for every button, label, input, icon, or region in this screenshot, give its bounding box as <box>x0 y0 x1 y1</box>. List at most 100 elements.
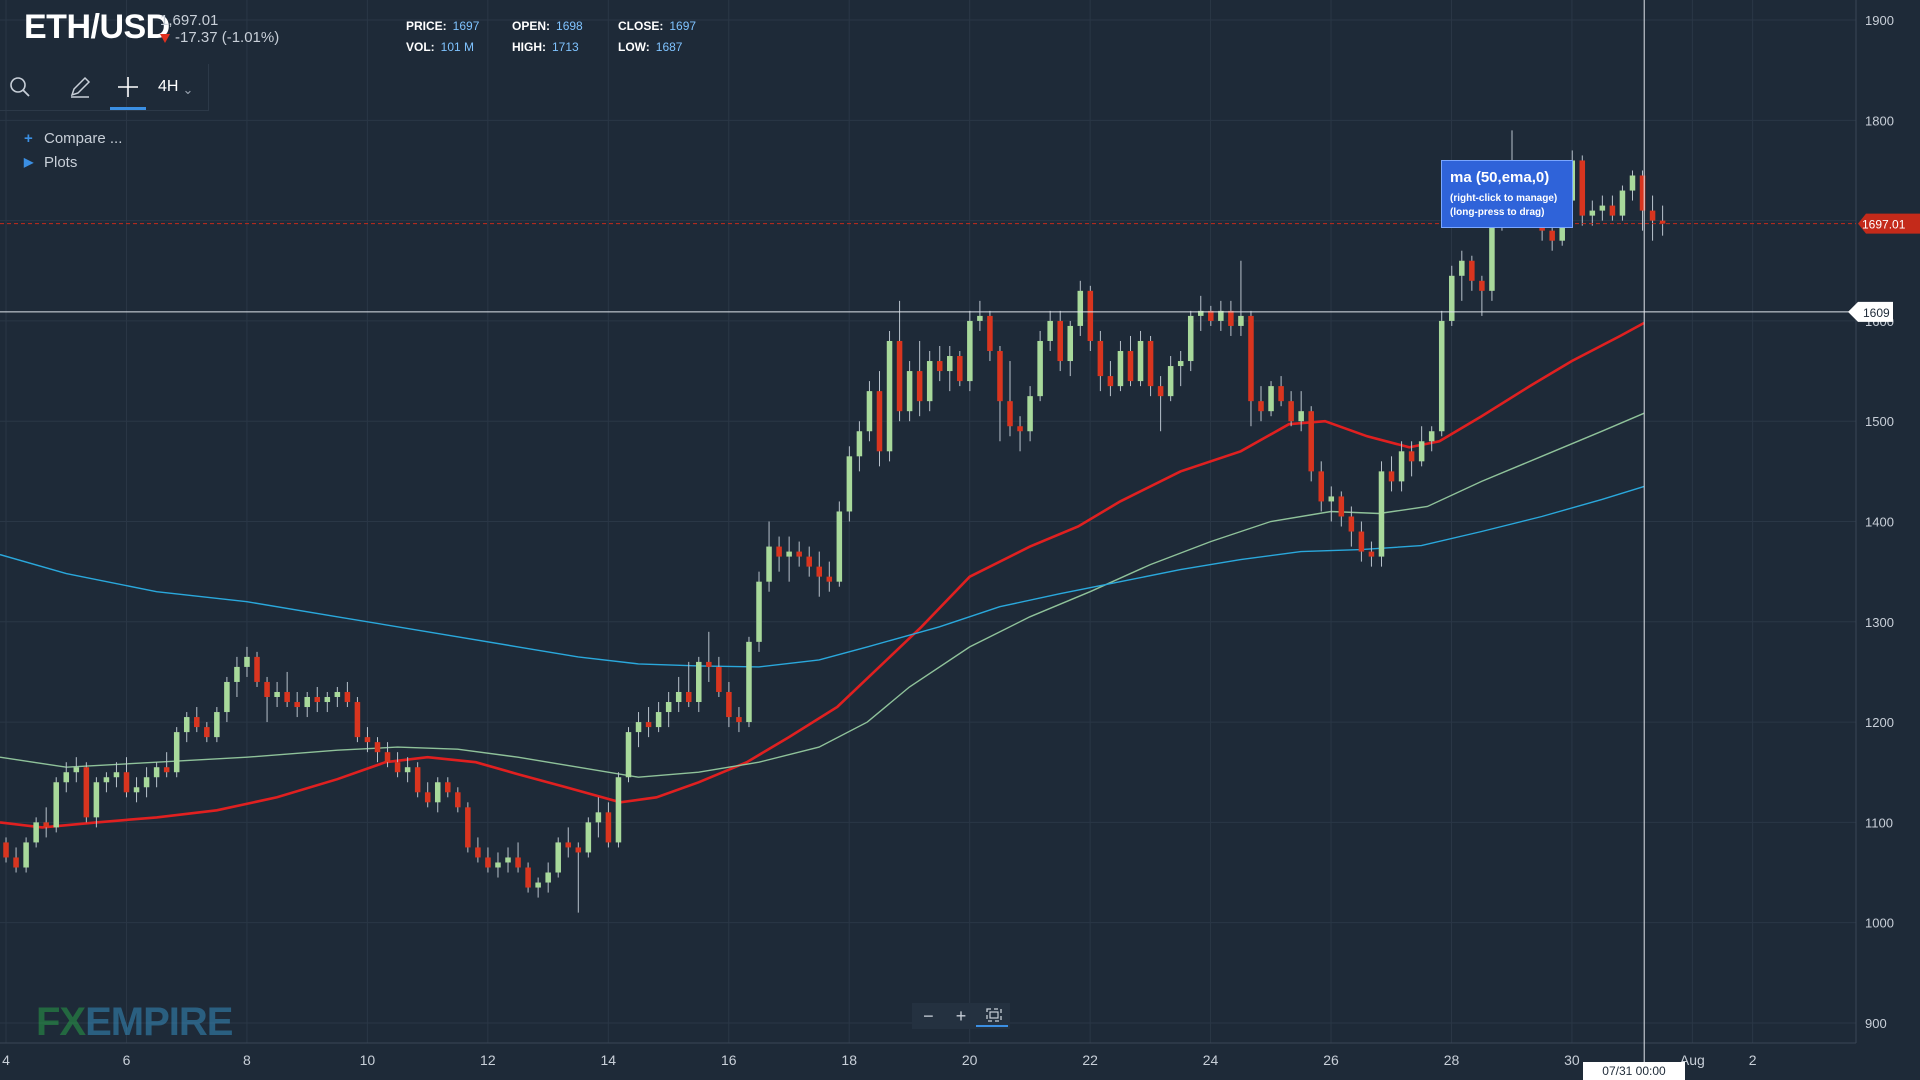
search-button[interactable] <box>0 64 40 110</box>
candle-body <box>475 847 481 858</box>
candle-body <box>434 782 441 803</box>
fxempire-logo: FXEMPIRE <box>36 1000 233 1045</box>
candle-body <box>103 777 110 783</box>
candle-body <box>234 666 240 682</box>
price-change: -17.37 (-1.01%) <box>160 29 279 46</box>
candle-body <box>926 361 933 402</box>
x-tick-label: 4 <box>2 1052 10 1068</box>
x-tick-label: 18 <box>841 1052 857 1068</box>
candle-body <box>3 842 9 858</box>
ohlc-row: PRICE: 1697 OPEN: 1698 CLOSE: 1697 <box>406 16 724 37</box>
x-tick-label: 2 <box>1749 1052 1757 1068</box>
candle-body <box>665 702 672 713</box>
plots-toggle[interactable]: ▶ Plots <box>24 150 122 174</box>
current-price-marker <box>1858 213 1920 234</box>
candle-body <box>595 812 602 823</box>
draw-button[interactable] <box>60 64 100 110</box>
pencil-icon <box>70 76 91 98</box>
candle-body <box>455 792 461 808</box>
candle-body <box>334 691 341 698</box>
candle-body <box>153 767 160 778</box>
candle-body <box>1097 340 1104 377</box>
zoom-out-button[interactable]: − <box>923 1005 934 1026</box>
x-tick-label: 8 <box>243 1052 251 1068</box>
candle-body <box>776 546 782 557</box>
candle-body <box>515 857 521 868</box>
candle-body <box>1067 325 1074 362</box>
x-tick-label: 16 <box>721 1052 737 1068</box>
candle-body <box>1087 290 1094 341</box>
x-tick-label: 24 <box>1203 1052 1219 1068</box>
candle-body <box>224 681 230 713</box>
candle-body <box>585 822 592 853</box>
candle-body <box>1288 401 1294 422</box>
candle-body <box>284 691 290 703</box>
candle-body <box>344 691 351 703</box>
candle-body <box>796 551 802 557</box>
candle-body <box>756 581 762 642</box>
candle-body <box>43 822 49 828</box>
candle-body <box>33 822 39 843</box>
candle-body <box>83 767 90 818</box>
candle-body <box>876 391 883 452</box>
candle-body <box>675 691 682 703</box>
x-tick-label: 10 <box>360 1052 376 1068</box>
fullscreen-button[interactable] <box>979 1006 1009 1027</box>
candle-body <box>816 566 823 577</box>
ohlc-price: PRICE: 1697 <box>406 16 512 37</box>
ohlc-high: HIGH: 1713 <box>512 37 618 58</box>
candle-body <box>194 717 200 728</box>
study-tooltip[interactable]: ma (50,ema,0) (right-click to manage) (l… <box>1441 160 1573 228</box>
price-change-value: -17.37 (-1.01%) <box>175 29 280 46</box>
compare-button[interactable]: + Compare ... <box>24 126 122 150</box>
candle-body <box>1248 315 1254 402</box>
logo-empire: EMPIRE <box>85 1000 233 1044</box>
candle-body <box>93 782 100 818</box>
zoom-controls: − + <box>912 1003 1010 1029</box>
candle-body <box>163 767 170 773</box>
candle-body <box>1198 310 1204 316</box>
y-tick-label: 1100 <box>1865 815 1893 830</box>
candle-body <box>73 767 80 773</box>
candle-body <box>1489 225 1495 291</box>
candle-body <box>615 777 622 843</box>
candle-body <box>1368 551 1375 557</box>
candle-body <box>274 691 280 698</box>
ma-line <box>0 321 1645 829</box>
candle-body <box>1378 471 1385 557</box>
x-tick-label: 20 <box>962 1052 978 1068</box>
candle-body <box>384 752 391 763</box>
zoom-in-button[interactable]: + <box>955 1005 967 1026</box>
ohlc-close: CLOSE: 1697 <box>618 16 724 37</box>
candle-body <box>1268 386 1274 412</box>
candle-body <box>565 842 572 848</box>
chart-toolbar: 4H ⌄ <box>0 64 209 111</box>
crosshair-button[interactable] <box>108 64 148 110</box>
candle-body <box>936 361 943 372</box>
candle-body <box>906 371 913 412</box>
ohlc-panel: PRICE: 1697 OPEN: 1698 CLOSE: 1697 VOL: 101 … <box>406 16 724 58</box>
candle-body <box>545 872 551 883</box>
candle-body <box>414 767 421 793</box>
y-tick-label: 1500 <box>1865 414 1894 429</box>
candle-body <box>1438 320 1445 432</box>
ohlc-value: 1697 <box>452 19 480 33</box>
candle-body <box>685 691 692 703</box>
compare-label: Compare ... <box>44 129 123 147</box>
candle-body <box>133 787 140 793</box>
candle-body <box>143 777 150 788</box>
timeframe-selector[interactable]: 4H ⌄ <box>158 76 193 98</box>
candle-body <box>1027 396 1033 432</box>
ma-line <box>0 485 1645 668</box>
candle-body <box>364 737 371 743</box>
candle-body <box>1218 310 1224 321</box>
x-tick-label: 14 <box>601 1052 617 1068</box>
candle-body <box>183 717 190 733</box>
last-price: 1,697.01 <box>160 12 219 29</box>
ohlc-value: 1687 <box>655 40 683 54</box>
logo-fx: FX <box>36 1000 86 1044</box>
crosshair-price-label: 1609 <box>1863 306 1890 320</box>
candle-body <box>535 882 541 888</box>
candle-body <box>23 842 29 868</box>
